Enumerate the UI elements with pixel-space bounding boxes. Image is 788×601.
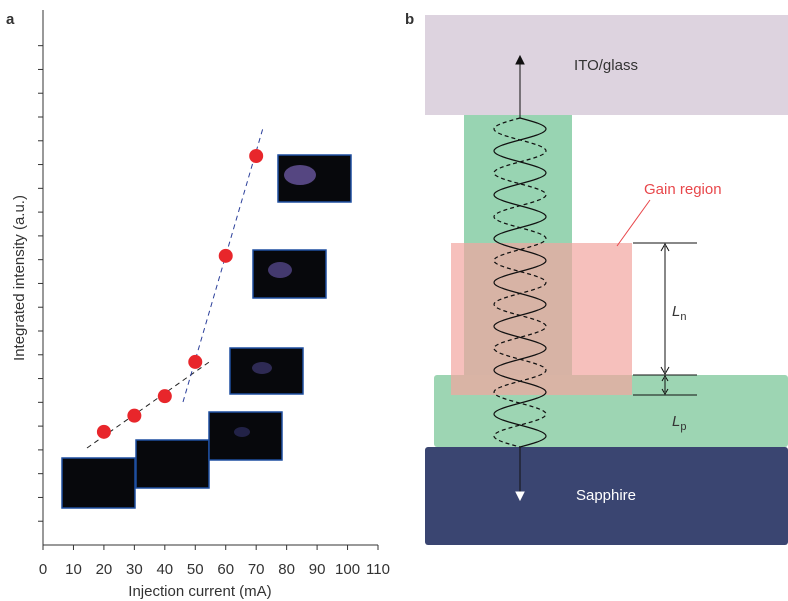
glow [252,362,272,374]
x-tick-label: 60 [217,561,234,578]
gain-region [451,243,632,395]
panel-label: a [6,11,15,28]
point [249,149,263,163]
figure: a Injection current (mA) Integrated inte… [0,0,788,601]
inset-image [136,440,209,488]
subscript: p [680,421,686,433]
inset-images [62,155,351,508]
point [158,389,172,403]
x-tick-label: 90 [309,561,326,578]
leader-line [617,200,650,246]
point [97,425,111,439]
subscript: n [680,311,686,323]
layer-label: Sapphire [576,487,636,504]
layer-label: ITO/glass [574,57,638,74]
point [219,249,233,263]
symbol: L [672,303,680,320]
glow [268,262,292,278]
panel-label: b [405,11,414,28]
x-tick-label: 30 [126,561,143,578]
x-tick-label: 100 [335,561,360,578]
x-tick-label: 40 [156,561,173,578]
x-tick-label: 110 [366,561,390,578]
x-tick-label: 80 [278,561,295,578]
x-tick-label: 0 [39,561,47,578]
x-tick-label: 70 [248,561,265,578]
x-tick-label: 10 [65,561,82,578]
y-axis-label: Integrated intensity (a.u.) [11,195,28,361]
ln-label: Ln [672,303,686,323]
x-axis-label: Injection current (mA) [128,583,271,600]
point [188,355,202,369]
x-tick-label: 50 [187,561,204,578]
point [127,409,141,423]
gain-label: Gain region [644,181,722,198]
glow [284,165,316,185]
symbol: L [672,413,680,430]
inset-image [62,458,135,508]
panel-b: b ITO/glass Sapphire Gain region Ln Lp [405,11,788,545]
glow [234,427,250,437]
x-tick-label: 20 [96,561,113,578]
